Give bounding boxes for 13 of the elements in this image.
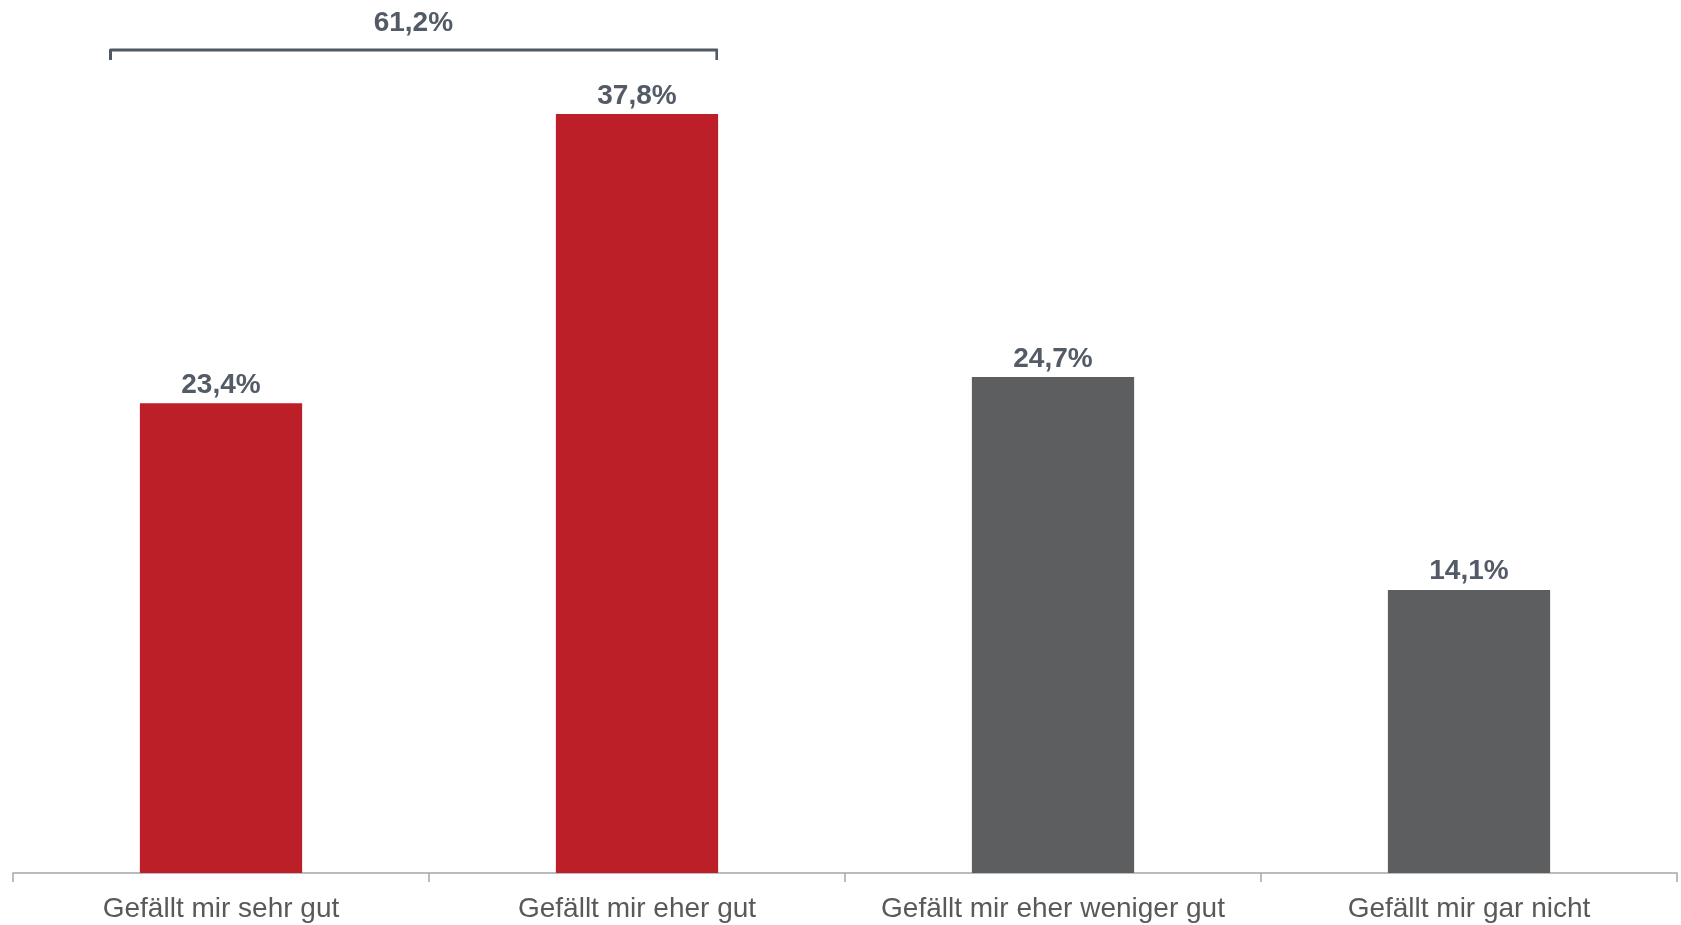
data-label: 24,7% — [1013, 341, 1093, 373]
bar — [139, 403, 303, 873]
text: 61,2% — [373, 5, 454, 37]
bar — [971, 377, 1135, 873]
x-tick-label: Gefällt mir gar nicht — [1347, 891, 1591, 923]
data-label: 23,4% — [181, 367, 261, 399]
x-tick-label: Gefällt mir eher weniger gut — [881, 891, 1226, 923]
x-tick-label: Gefällt mir eher gut — [517, 891, 757, 923]
data-label: 14,1% — [1429, 554, 1509, 586]
data-label: 37,8% — [597, 78, 677, 110]
bar — [555, 114, 719, 873]
x-tick-label: Gefällt mir sehr gut — [102, 891, 340, 923]
bar — [1387, 589, 1551, 873]
